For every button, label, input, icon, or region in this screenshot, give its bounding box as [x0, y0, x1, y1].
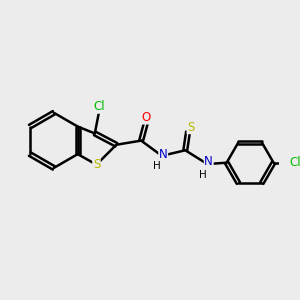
Text: O: O	[142, 111, 151, 124]
Text: S: S	[187, 121, 194, 134]
Text: N: N	[204, 155, 213, 168]
Text: H: H	[153, 161, 161, 171]
Text: Cl: Cl	[93, 100, 105, 113]
Text: Cl: Cl	[289, 156, 300, 169]
Text: N: N	[159, 148, 168, 161]
Text: S: S	[93, 158, 100, 171]
Text: H: H	[199, 170, 207, 180]
